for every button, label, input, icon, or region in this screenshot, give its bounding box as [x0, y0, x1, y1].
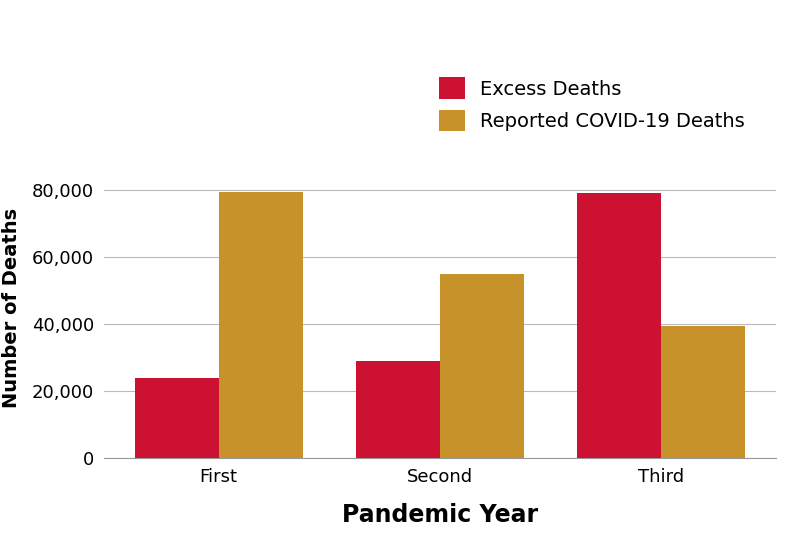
Bar: [662, 326, 746, 458]
Bar: [218, 192, 302, 458]
Legend: Excess Deaths, Reported COVID-19 Deaths: Excess Deaths, Reported COVID-19 Deaths: [432, 70, 753, 139]
X-axis label: Pandemic Year: Pandemic Year: [342, 503, 538, 527]
Bar: [356, 361, 440, 458]
Bar: [440, 274, 524, 458]
Y-axis label: Number of Deaths: Number of Deaths: [2, 207, 21, 408]
Bar: [578, 193, 662, 458]
Bar: [134, 378, 218, 458]
